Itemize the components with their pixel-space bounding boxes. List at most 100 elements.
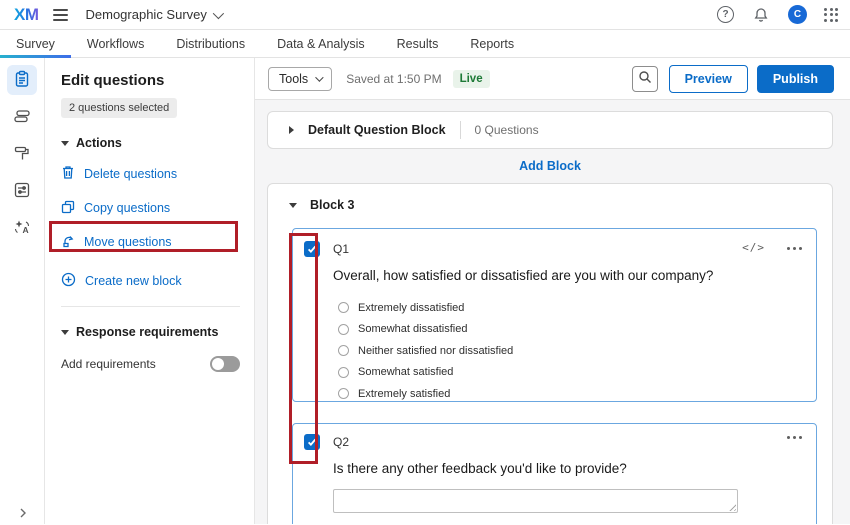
tab-results[interactable]: Results (396, 36, 439, 51)
question-card-q1: Q1 </> Overall, how satisfied or dissati… (292, 228, 817, 402)
radio-icon[interactable] (338, 388, 349, 400)
panel-title: Edit questions (61, 72, 165, 89)
tools-label: Tools (279, 71, 309, 86)
choice-row: Somewhat satisfied (338, 362, 802, 384)
xm-logo: XM (14, 4, 39, 24)
caret-down-icon[interactable] (289, 202, 297, 208)
default-question-block[interactable]: Default Question Block 0 Questions (267, 111, 833, 149)
sidebar-item-survey-flow[interactable] (7, 102, 37, 132)
create-new-block-button[interactable]: Create new block (61, 271, 240, 291)
question-count: 0 Questions (474, 123, 539, 137)
choice-label: Extremely satisfied (358, 387, 451, 400)
radio-icon[interactable] (338, 302, 349, 314)
delete-questions-button[interactable]: Delete questions (61, 164, 240, 184)
action-label: Move questions (84, 235, 172, 249)
question-id: Q1 (333, 242, 350, 256)
copy-questions-button[interactable]: Copy questions (61, 198, 240, 218)
choice-row: Extremely dissatisfied (338, 297, 802, 319)
help-icon[interactable]: ? (717, 6, 734, 23)
survey-canvas: Default Question Block 0 Questions Add B… (255, 100, 850, 524)
tab-workflows[interactable]: Workflows (86, 36, 145, 51)
sidebar-item-survey-options[interactable] (7, 176, 37, 206)
choice-row: Somewhat dissatisfied (338, 319, 802, 341)
svg-text:A: A (23, 225, 29, 235)
add-requirements-toggle[interactable] (210, 356, 240, 372)
notifications-bell-icon[interactable] (751, 5, 771, 25)
tab-survey[interactable]: Survey (0, 30, 71, 58)
hamburger-menu-icon[interactable] (52, 8, 68, 21)
choice-list: Extremely dissatisfied Somewhat dissatis… (338, 297, 802, 405)
block-title: Block 3 (310, 198, 355, 212)
survey-title-dropdown[interactable]: Demographic Survey (86, 7, 224, 22)
choice-label: Extremely dissatisfied (358, 301, 465, 314)
q2-checkbox[interactable] (304, 434, 320, 450)
action-label: Create new block (85, 274, 182, 288)
block-title: Default Question Block (308, 123, 446, 137)
caret-down-icon (61, 140, 69, 146)
edit-questions-panel: Edit questions 2 questions selected Acti… (45, 58, 255, 524)
choice-row: Neither satisfied nor dissatisfied (338, 340, 802, 362)
tab-data-analysis[interactable]: Data & Analysis (277, 36, 365, 51)
code-editor-icon[interactable]: </> (742, 241, 765, 254)
divider (61, 306, 240, 307)
tab-reports[interactable]: Reports (470, 36, 515, 51)
tab-distributions[interactable]: Distributions (176, 36, 246, 51)
left-icon-strip: A (0, 58, 45, 524)
move-icon (61, 234, 75, 251)
sidebar-item-translations[interactable]: A (7, 213, 37, 243)
clipboard-icon (13, 70, 31, 91)
radio-icon[interactable] (338, 323, 349, 335)
publish-button[interactable]: Publish (756, 64, 834, 93)
text-entry-input[interactable] (333, 489, 738, 513)
collapse-panel-chevron[interactable] (0, 508, 45, 518)
sidebar-item-look-and-feel[interactable] (7, 139, 37, 169)
add-block-link[interactable]: Add Block (519, 159, 581, 173)
actions-section-header[interactable]: Actions (61, 136, 240, 150)
more-options-icon[interactable] (787, 245, 802, 250)
add-requirements-label: Add requirements (61, 357, 156, 371)
divider (459, 121, 461, 139)
saved-status: Saved at 1:50 PM (346, 71, 442, 86)
radio-icon[interactable] (338, 366, 349, 378)
actions-section-title: Actions (76, 136, 122, 150)
app-grid-icon[interactable] (824, 7, 838, 22)
choice-label: Somewhat satisfied (358, 366, 454, 379)
plus-circle-icon (61, 272, 76, 290)
live-badge: Live (452, 69, 490, 88)
primary-nav: Survey Workflows Distributions Data & An… (0, 30, 850, 58)
trash-icon (61, 165, 75, 183)
q1-checkbox[interactable] (304, 241, 320, 257)
choice-label: Somewhat dissatisfied (358, 323, 468, 336)
chevron-down-icon (212, 7, 224, 19)
main-area: Tools Saved at 1:50 PM Live Preview Publ… (255, 58, 850, 524)
chevron-down-icon (315, 72, 324, 82)
user-avatar[interactable]: C (788, 5, 807, 24)
response-requirements-header[interactable]: Response requirements (61, 325, 240, 339)
caret-right-icon[interactable] (289, 126, 294, 134)
paint-roller-icon (13, 144, 31, 165)
selection-count-badge: 2 questions selected (61, 98, 178, 118)
app-header: XM Demographic Survey ? C (0, 0, 850, 30)
preview-button[interactable]: Preview (668, 64, 748, 93)
search-button[interactable] (631, 65, 658, 92)
block-3: Block 3 Q1 </> (267, 183, 833, 524)
move-questions-button[interactable]: Move questions (61, 232, 240, 252)
radio-icon[interactable] (338, 345, 349, 357)
blocks-icon (13, 107, 31, 128)
sidebar-item-survey-builder[interactable] (7, 65, 37, 95)
survey-toolbar: Tools Saved at 1:50 PM Live Preview Publ… (255, 58, 850, 100)
choice-label: Neither satisfied nor dissatisfied (358, 344, 514, 357)
more-options-icon[interactable] (787, 434, 802, 439)
translate-icon: A (13, 218, 31, 239)
question-id: Q2 (333, 435, 350, 449)
choice-row: Extremely satisfied (338, 383, 802, 405)
resize-handle-icon[interactable] (727, 502, 736, 511)
copy-icon (61, 200, 75, 217)
search-icon (638, 70, 652, 87)
caret-down-icon (61, 329, 69, 335)
requirements-section-title: Response requirements (76, 325, 219, 339)
question-text[interactable]: Overall, how satisfied or dissatisfied a… (333, 268, 714, 283)
action-label: Copy questions (84, 201, 171, 215)
question-text[interactable]: Is there any other feedback you'd like t… (333, 461, 627, 476)
tools-button[interactable]: Tools (268, 66, 333, 91)
